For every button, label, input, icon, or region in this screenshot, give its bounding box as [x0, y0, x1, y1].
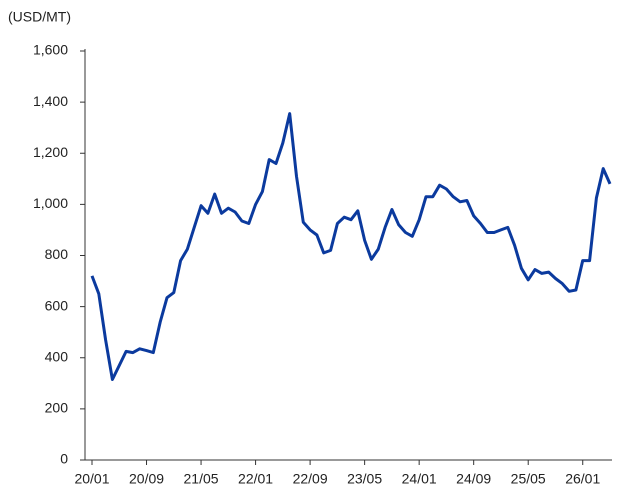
x-tick-label: 20/09: [129, 471, 164, 487]
x-tick-label: 24/09: [456, 471, 491, 487]
y-tick-label: 1,000: [33, 195, 68, 211]
y-tick-label: 1,400: [33, 93, 68, 109]
y-tick-label: 200: [45, 400, 69, 416]
price-line: [90, 112, 612, 381]
x-tick-label: 22/01: [238, 471, 273, 487]
x-tick-label: 22/09: [293, 471, 328, 487]
y-tick-label: 1,200: [33, 144, 68, 160]
x-tick-label: 24/01: [402, 471, 437, 487]
y-tick-label: 400: [45, 348, 69, 364]
y-tick-label: 800: [45, 246, 69, 262]
y-axis-label: (USD/MT): [8, 9, 71, 25]
y-tick-label: 600: [45, 297, 69, 313]
x-tick-label: 26/01: [565, 471, 600, 487]
y-tick-label: 1,600: [33, 42, 68, 58]
x-tick-label: 20/01: [74, 471, 109, 487]
x-tick-label: 23/05: [347, 471, 382, 487]
y-tick-label: 0: [60, 451, 68, 467]
x-tick-label: 25/05: [511, 471, 546, 487]
x-tick-label: 21/05: [184, 471, 219, 487]
